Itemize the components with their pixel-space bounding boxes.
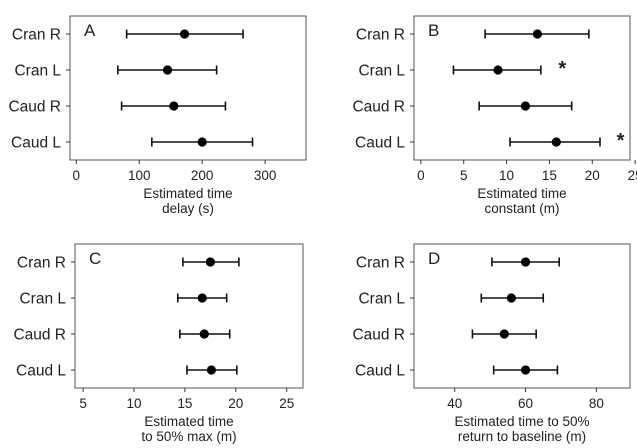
point-estimate-caud-r [520,101,531,111]
panel-label: C [89,249,101,268]
x-tick-label: 15 [177,396,192,411]
y-tick-label-cran-l: Cran L [358,291,405,308]
panel-frame [413,15,631,161]
y-tick-label-caud-l: Caud L [16,363,66,380]
x-tick-label: 0 [417,168,425,183]
panel-frame [74,243,304,389]
y-tick-label-cran-r: Cran R [356,255,405,272]
point-estimate-cran-r [532,29,543,39]
x-tick-label: 10 [499,168,514,183]
point-estimate-caud-l [197,137,207,147]
y-tick-label-cran-l: Cran L [14,63,61,80]
point-estimate-caud-l [551,137,561,147]
point-estimate-caud-l [206,365,216,375]
x-tick-label: 0 [73,168,81,183]
y-tick-label-cran-r: Cran R [12,27,61,44]
x-tick-label: 15 [542,168,557,183]
y-tick-label-caud-r: Caud R [13,327,66,344]
x-axis-label-line-1: Estimated time [144,414,233,429]
x-axis-label-line-1: Estimated time [143,186,232,201]
x-tick-label: 5 [460,168,468,183]
x-axis-label-line-2: return to baseline (m) [458,429,586,444]
x-tick-label: 10 [127,396,142,411]
y-tick-label-cran-l: Cran L [358,63,405,80]
panel-c: C Cran R Cran L Caud R Caud L 5 10 15 20 25 Estima… [13,243,304,444]
point-estimate-cran-l [197,293,207,303]
x-axis-label-line-2: to 50% max (m) [141,429,236,444]
panel-a: A Cran R Cran L Caud R Caud L 0 100 200 300 Estim… [8,15,307,216]
panel-frame [413,243,631,389]
panel-frame [69,15,307,161]
x-tick-label: 40 [447,396,462,411]
panel-label: D [428,249,440,268]
point-estimate-caud-l [520,365,531,375]
x-axis-label-line-1: Estimated time to 50% [454,414,589,429]
x-tick-label: 20 [228,396,243,411]
x-tick-label: 60 [518,396,533,411]
point-estimate-cran-l [162,65,173,75]
y-tick-label-caud-l: Caud L [355,135,405,152]
significance-asterisk: * [558,58,566,80]
panel-d: D Cran R Cran L Caud R Caud L 40 60 80Estimated… [352,243,631,444]
point-estimate-cran-r [520,257,531,267]
y-tick-label-caud-l: Caud L [355,363,405,380]
y-tick-label-caud-r: Caud R [352,327,405,344]
significance-asterisk: * [617,130,625,152]
point-estimate-cran-l [506,293,516,303]
y-tick-label-cran-r: Cran R [17,255,66,272]
x-axis-label-line-2: delay (s) [162,201,214,216]
point-estimate-caud-r [199,329,209,339]
point-estimate-cran-r [179,29,190,39]
panel-label: A [84,21,96,40]
x-tick-label: 300 [254,168,277,183]
x-tick-label: 20 [585,168,600,183]
point-estimate-cran-r [205,257,215,267]
x-tick-label: 25 [628,168,637,183]
x-tick-label: 80 [589,396,604,411]
y-tick-label-cran-r: Cran R [356,27,405,44]
y-tick-label-caud-l: Caud L [11,135,61,152]
point-estimate-caud-r [499,329,509,339]
x-axis-label-line-1: Estimated time [477,186,566,201]
x-tick-label: 100 [128,168,151,183]
x-axis-label-line-2: constant (m) [484,201,559,216]
point-estimate-cran-l [493,65,503,75]
y-tick-label-caud-r: Caud R [8,99,61,116]
x-tick-label: 5 [79,396,87,411]
x-tick-label: 200 [191,168,214,183]
y-tick-label-cran-l: Cran L [19,291,66,308]
y-tick-label-caud-r: Caud R [352,99,405,116]
point-estimate-caud-r [169,101,179,111]
x-tick-label: 25 [279,396,294,411]
panel-label: B [428,21,439,40]
panel-b: B Cran R Cran L Caud R Caud L 0 5 10 15 20 25 Estim… [352,15,637,216]
